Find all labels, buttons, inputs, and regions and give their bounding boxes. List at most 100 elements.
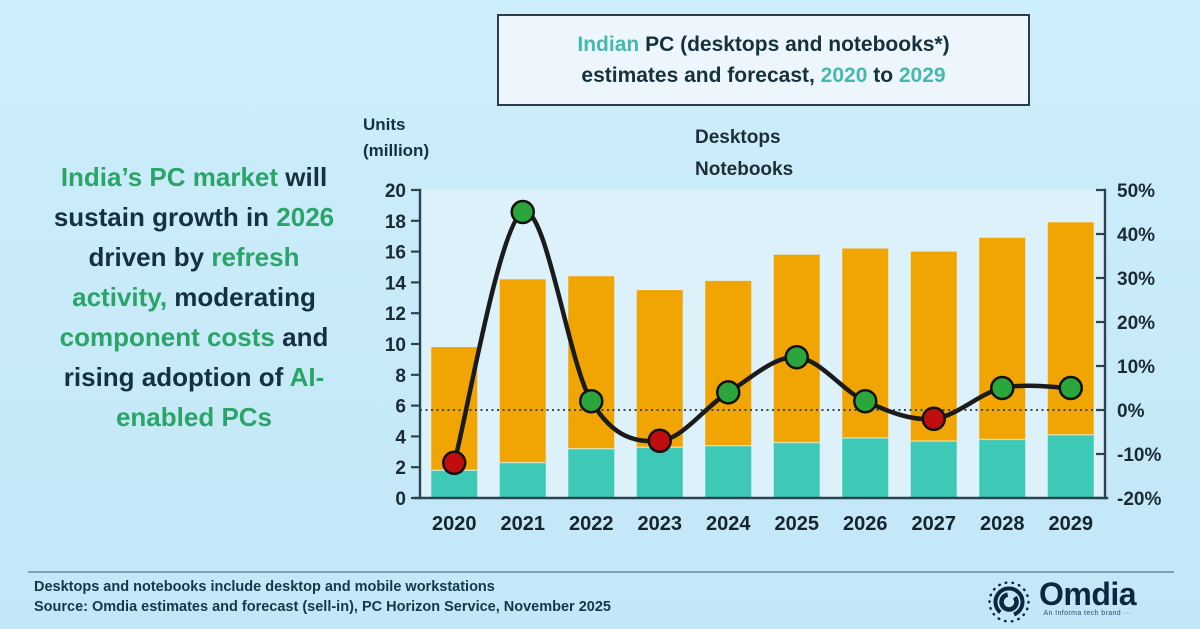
bar-desktops-2021 bbox=[499, 462, 546, 498]
text-segment: estimates and forecast, bbox=[581, 64, 821, 87]
text-segment: refresh bbox=[211, 242, 300, 272]
right-axis-tick-label: -10% bbox=[1117, 445, 1161, 466]
legend-item-notebooks: Notebooks bbox=[648, 159, 793, 181]
x-axis-label-2020: 2020 bbox=[432, 513, 477, 535]
left-axis-tick-label: 14 bbox=[385, 273, 407, 294]
left-axis-units-label: Units (million) bbox=[363, 115, 430, 160]
text-segment: Indian bbox=[577, 33, 640, 56]
chart-footnote: Desktops and notebooks include desktop a… bbox=[34, 579, 495, 595]
omdia-logo: Omdia An Informa tech brand ··· bbox=[986, 576, 1137, 623]
left-axis-tick-label: 4 bbox=[395, 427, 406, 448]
x-axis-label-2029: 2029 bbox=[1049, 513, 1094, 535]
text-line: rising adoption of AI- bbox=[24, 357, 364, 397]
text-line: sustain growth in 2026 bbox=[24, 197, 364, 237]
bar-notebooks-2024 bbox=[705, 280, 752, 446]
growth-marker-2027 bbox=[921, 406, 946, 432]
x-axis-label-2022: 2022 bbox=[569, 513, 614, 535]
growth-marker-2021 bbox=[510, 199, 535, 225]
text-line: driven by refresh bbox=[24, 237, 364, 277]
bar-notebooks-2029 bbox=[1047, 222, 1094, 435]
legend: Desktops Notebooks bbox=[648, 127, 793, 181]
x-axis-label-2026: 2026 bbox=[843, 513, 888, 535]
left-axis-tick-label: 8 bbox=[395, 366, 406, 387]
text-segment: will bbox=[278, 162, 328, 192]
bar-desktops-2025 bbox=[773, 442, 820, 498]
text-segment: moderating bbox=[167, 282, 316, 312]
text-line: Indian PC (desktops and notebooks*) bbox=[499, 29, 1028, 60]
bar-desktops-2026 bbox=[842, 437, 889, 498]
growth-marker-2025 bbox=[784, 344, 809, 370]
omdia-swirl-icon bbox=[988, 581, 1030, 623]
x-axis-label-2028: 2028 bbox=[980, 513, 1025, 535]
left-axis-tick-label: 6 bbox=[395, 397, 406, 418]
legend-label-desktops: Desktops bbox=[695, 127, 781, 148]
text-segment: 2026 bbox=[276, 202, 335, 232]
left-axis-tick-label: 0 bbox=[395, 489, 406, 510]
text-segment: rising adoption of bbox=[63, 362, 290, 392]
left-axis-tick-label: 20 bbox=[385, 181, 406, 202]
bar-notebooks-2028 bbox=[979, 237, 1026, 440]
text-segment: PC (desktops and notebooks*) bbox=[639, 33, 950, 56]
headline-annotation: India’s PC market will sustain growth in … bbox=[24, 157, 364, 437]
bar-notebooks-2021 bbox=[499, 279, 546, 463]
text-segment: driven by bbox=[88, 242, 212, 272]
text-line: India’s PC market will bbox=[24, 157, 364, 197]
right-axis-tick-label: 0% bbox=[1117, 401, 1145, 422]
legend-item-desktops: Desktops bbox=[648, 127, 793, 149]
growth-marker-2028 bbox=[990, 375, 1015, 401]
right-axis-tick-label: 30% bbox=[1117, 269, 1155, 290]
text-line: component costs and bbox=[24, 317, 364, 357]
text-segment: sustain growth in bbox=[53, 202, 277, 232]
footer-divider bbox=[28, 571, 1174, 573]
growth-marker-2029 bbox=[1058, 375, 1083, 401]
text-segment: and bbox=[274, 322, 329, 352]
left-axis-tick-label: 18 bbox=[385, 212, 406, 233]
text-line: activity, moderating bbox=[24, 277, 364, 317]
growth-marker-2024 bbox=[716, 380, 741, 405]
text-segment: India’s PC market bbox=[60, 162, 279, 192]
x-axis-label-2025: 2025 bbox=[775, 513, 820, 535]
bar-desktops-2024 bbox=[705, 445, 752, 498]
text-segment: component costs bbox=[59, 322, 275, 352]
text-segment: 2029 bbox=[898, 64, 946, 87]
right-axis-tick-label: 40% bbox=[1117, 225, 1155, 246]
chart-title-box: Indian PC (desktops and notebooks*) estim… bbox=[497, 14, 1030, 106]
source-attribution: Source: Omdia estimates and forecast (se… bbox=[34, 599, 611, 615]
text-segment: 2020 bbox=[820, 64, 868, 87]
right-axis-tick-label: 20% bbox=[1117, 313, 1155, 334]
text-segment: to bbox=[867, 64, 899, 87]
x-axis-label-2024: 2024 bbox=[706, 513, 751, 535]
growth-marker-2022 bbox=[579, 388, 604, 414]
left-axis-tick-label: 16 bbox=[385, 243, 406, 264]
left-axis-tick-label: 2 bbox=[395, 458, 406, 479]
right-axis-tick-label: 10% bbox=[1117, 357, 1155, 378]
bar-desktops-2027 bbox=[910, 441, 957, 498]
text-segment: AI- bbox=[289, 362, 325, 392]
omdia-wordmark: Omdia An Informa tech brand ··· bbox=[1039, 576, 1137, 617]
left-axis-tick-label: 12 bbox=[385, 304, 406, 325]
text-line: enabled PCs bbox=[24, 397, 364, 437]
legend-label-notebooks: Notebooks bbox=[695, 159, 794, 180]
bar-desktops-2023 bbox=[636, 447, 683, 498]
text-segment: enabled PCs bbox=[115, 402, 273, 432]
growth-marker-2023 bbox=[647, 428, 672, 454]
omdia-tagline: An Informa tech brand ··· bbox=[1043, 610, 1132, 617]
bar-desktops-2029 bbox=[1047, 434, 1094, 498]
left-axis-tick-label: 10 bbox=[385, 335, 406, 356]
right-axis-tick-label: 50% bbox=[1117, 181, 1155, 202]
x-axis-label-2021: 2021 bbox=[501, 513, 546, 535]
x-axis-label-2027: 2027 bbox=[912, 513, 957, 535]
text-segment: activity, bbox=[72, 282, 168, 312]
bar-desktops-2022 bbox=[568, 448, 615, 498]
bar-notebooks-2023 bbox=[636, 290, 683, 448]
right-axis-tick-label: -20% bbox=[1117, 489, 1161, 510]
growth-marker-2020 bbox=[442, 450, 467, 476]
omdia-logo-text: Omdia bbox=[1039, 576, 1137, 612]
text-line: estimates and forecast, 2020 to 2029 bbox=[499, 60, 1028, 91]
growth-marker-2026 bbox=[853, 388, 878, 414]
bar-desktops-2028 bbox=[979, 439, 1026, 498]
bar-notebooks-2020 bbox=[431, 347, 478, 471]
x-axis-label-2023: 2023 bbox=[638, 513, 683, 535]
